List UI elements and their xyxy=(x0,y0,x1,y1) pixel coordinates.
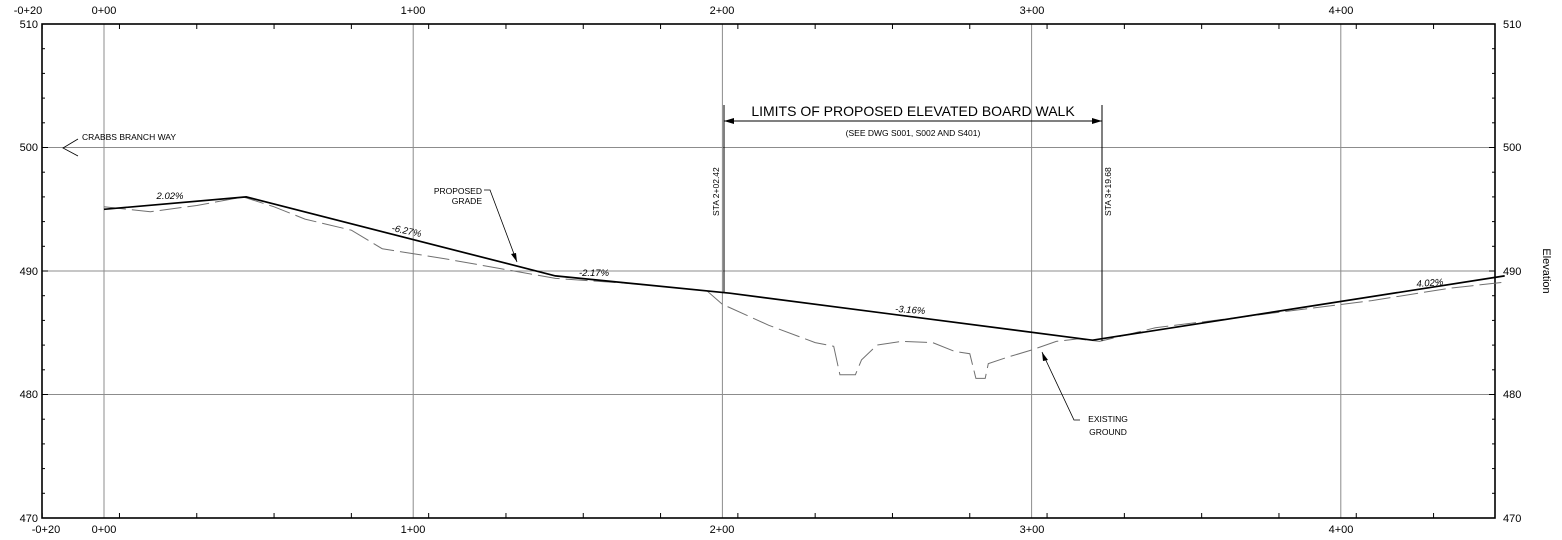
station-label-bottom: 4+00 xyxy=(1329,524,1354,536)
station-label-top: 0+00 xyxy=(92,5,117,17)
limits-subtitle: (SEE DWG S001, S002 AND S401) xyxy=(846,128,981,138)
station-label-bottom: 0+00 xyxy=(92,524,117,536)
station-label-top: 2+00 xyxy=(710,5,735,17)
elevation-label-left: 490 xyxy=(20,266,38,278)
proposed-grade-leader xyxy=(484,189,518,263)
profile-frame xyxy=(41,23,1496,519)
slope-label: 2.02% xyxy=(156,191,184,202)
station-label-bottom: 2+00 xyxy=(710,524,735,536)
existing-ground-line xyxy=(103,196,1505,379)
station-label-top: -0+20 xyxy=(14,5,42,17)
elevation-label-left: 480 xyxy=(20,389,38,401)
proposed-grade-label: PROPOSED xyxy=(434,186,482,196)
elevation-label-left: 470 xyxy=(20,513,38,525)
station-label-bottom: -0+20 xyxy=(32,524,60,536)
grid-lines xyxy=(42,24,1495,518)
station-label-bottom: 3+00 xyxy=(1020,524,1045,536)
right-axis-title: Elevation xyxy=(1540,248,1552,293)
station-label-bottom: 1+00 xyxy=(401,524,426,536)
dimension-arrowhead xyxy=(1092,118,1102,124)
proposed-grade-line xyxy=(103,196,1505,342)
existing-ground-label: EXISTING xyxy=(1088,414,1128,424)
station-label-top: 3+00 xyxy=(1020,5,1045,17)
leader-arrowhead xyxy=(511,253,517,262)
elevation-label-right: 480 xyxy=(1503,389,1521,401)
direction-arrow xyxy=(62,138,79,157)
elevation-label-right: 510 xyxy=(1503,19,1521,31)
crabbs-branch-way-label: CRABBS BRANCH WAY xyxy=(82,132,176,142)
elevation-label-left: 500 xyxy=(20,142,38,154)
elevation-label-right: 500 xyxy=(1503,142,1521,154)
limits-title: LIMITS OF PROPOSED ELEVATED BOARD WALK xyxy=(751,103,1075,119)
station-callout-left: STA 2+02.42 xyxy=(711,167,721,216)
leader-arrowhead xyxy=(1042,352,1048,361)
existing-ground-label: GROUND xyxy=(1089,427,1127,437)
elevation-label-right: 490 xyxy=(1503,266,1521,278)
station-label-top: 1+00 xyxy=(401,5,426,17)
slope-label: -2.17% xyxy=(579,268,610,279)
slope-label: 4.02% xyxy=(1416,277,1444,290)
dimension-arrowhead xyxy=(724,118,734,124)
existing-ground-leader xyxy=(1041,351,1080,421)
slope-label: -3.16% xyxy=(895,304,926,317)
station-callout-right: STA 3+19.68 xyxy=(1103,167,1113,216)
elevation-label-right: 470 xyxy=(1503,513,1521,525)
elevation-label-left: 510 xyxy=(20,19,38,31)
station-label-top: 4+00 xyxy=(1329,5,1354,17)
proposed-grade-label: GRADE xyxy=(452,196,483,206)
